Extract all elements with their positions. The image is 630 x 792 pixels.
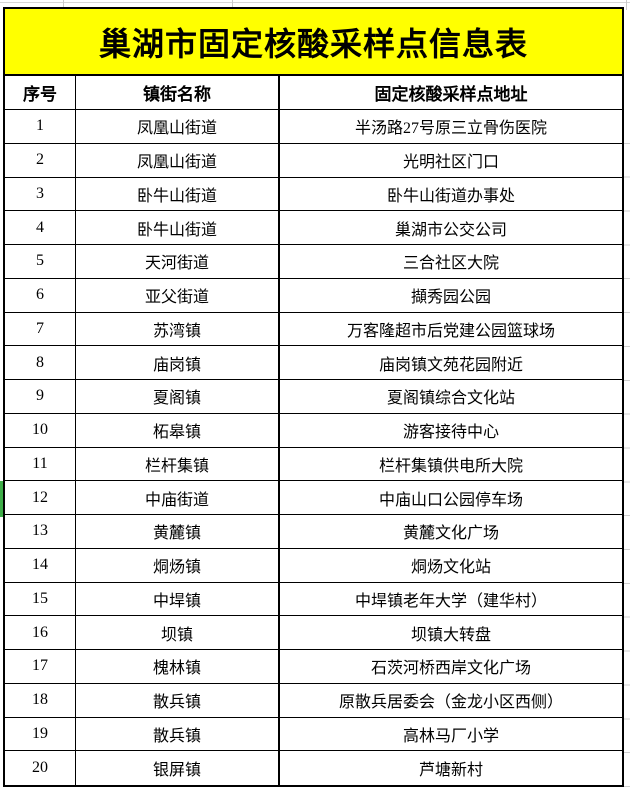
cell-address[interactable]: 原散兵居委会（金龙小区西侧）	[280, 684, 622, 718]
cell-address[interactable]: 万客隆超市后党建公园篮球场	[280, 313, 622, 347]
cell-address[interactable]: 坝镇大转盘	[280, 616, 622, 650]
gridline-tick	[232, 0, 233, 7]
cell-town[interactable]: 凤凰山街道	[76, 143, 280, 178]
cell-town[interactable]: 烔炀镇	[76, 548, 280, 583]
table-row: 9 夏阁镇 夏阁镇综合文化站	[5, 380, 622, 414]
cell-no[interactable]: 8	[5, 346, 76, 380]
cell-town[interactable]: 庙岗镇	[76, 346, 280, 380]
table-row: 16 坝镇 坝镇大转盘	[5, 616, 622, 650]
cell-no[interactable]: 5	[5, 245, 76, 279]
cell-town[interactable]: 凤凰山街道	[76, 110, 280, 144]
table-row: 19 散兵镇 高林马厂小学	[5, 717, 622, 752]
table-row: 1 凤凰山街道 半汤路27号原三立骨伤医院	[5, 110, 622, 144]
cell-address[interactable]: 黄麓文化广场	[280, 515, 622, 549]
table-row: 4 卧牛山街道 巢湖市公交公司	[5, 211, 622, 245]
cell-address[interactable]: 烔炀文化站	[280, 549, 622, 583]
cell-address[interactable]: 三合社区大院	[280, 245, 622, 279]
cell-no[interactable]: 1	[5, 110, 76, 144]
cell-town[interactable]: 苏湾镇	[76, 312, 280, 347]
cell-address[interactable]: 石茨河桥西岸文化广场	[280, 650, 622, 684]
cell-address[interactable]: 中垾镇老年大学（建华村）	[280, 583, 622, 617]
cell-no[interactable]: 3	[5, 177, 76, 212]
table-row: 3 卧牛山街道 卧牛山街道办事处	[5, 177, 622, 212]
column-header-address: 固定核酸采样点地址	[280, 76, 622, 110]
cell-no[interactable]: 10	[5, 413, 76, 448]
table-row: 2 凤凰山街道 光明社区门口	[5, 143, 622, 178]
table-row: 20 银屏镇 芦塘新村	[5, 751, 622, 785]
table-row: 14 烔炀镇 烔炀文化站	[5, 548, 622, 583]
cell-address[interactable]: 高林马厂小学	[280, 718, 622, 752]
cell-town[interactable]: 卧牛山街道	[76, 177, 280, 212]
active-row-indicator	[0, 481, 3, 517]
cell-no[interactable]: 16	[5, 616, 76, 650]
table-header-row: 序号 镇街名称 固定核酸采样点地址	[5, 76, 622, 110]
sampling-points-table: 巢湖市固定核酸采样点信息表 序号 镇街名称 固定核酸采样点地址 1 凤凰山街道 …	[3, 7, 624, 787]
gridline-tick	[626, 0, 627, 10]
cell-town[interactable]: 亚父街道	[76, 278, 280, 313]
table-row-active: 12 中庙街道 中庙山口公园停车场	[5, 481, 622, 515]
cell-no[interactable]: 13	[5, 515, 76, 549]
table-row: 17 槐林镇 石茨河桥西岸文化广场	[5, 650, 622, 684]
cell-town[interactable]: 散兵镇	[76, 683, 280, 718]
table-row: 11 栏杆集镇 栏杆集镇供电所大院	[5, 447, 622, 482]
cell-no[interactable]: 7	[5, 312, 76, 347]
table-row: 6 亚父街道 擷秀园公园	[5, 278, 622, 313]
cell-address[interactable]: 夏阁镇综合文化站	[280, 380, 622, 414]
cell-address[interactable]: 擷秀园公园	[280, 279, 622, 313]
table-row: 7 苏湾镇 万客隆超市后党建公园篮球场	[5, 312, 622, 347]
cell-town[interactable]: 中庙街道	[76, 481, 280, 515]
cell-no[interactable]: 14	[5, 548, 76, 583]
cell-address[interactable]: 卧牛山街道办事处	[280, 178, 622, 212]
cell-address[interactable]: 游客接待中心	[280, 414, 622, 448]
cell-town[interactable]: 散兵镇	[76, 717, 280, 752]
table-row: 10 柘皋镇 游客接待中心	[5, 413, 622, 448]
cell-town[interactable]: 柘皋镇	[76, 413, 280, 448]
cell-town[interactable]: 中垾镇	[76, 582, 280, 617]
cell-town[interactable]: 天河街道	[76, 245, 280, 279]
cell-no[interactable]: 20	[5, 751, 76, 785]
cell-no[interactable]: 4	[5, 211, 76, 245]
cell-town[interactable]: 黄麓镇	[76, 515, 280, 549]
cell-address[interactable]: 中庙山口公园停车场	[280, 481, 622, 515]
cell-no[interactable]: 12	[5, 481, 76, 515]
table-row: 15 中垾镇 中垾镇老年大学（建华村）	[5, 582, 622, 617]
cell-no[interactable]: 6	[5, 278, 76, 313]
gridline-stubs	[624, 110, 630, 788]
cell-town[interactable]: 卧牛山街道	[76, 211, 280, 245]
cell-town[interactable]: 坝镇	[76, 616, 280, 650]
cell-town[interactable]: 银屏镇	[76, 751, 280, 785]
cell-town[interactable]: 槐林镇	[76, 650, 280, 684]
cell-no[interactable]: 2	[5, 143, 76, 178]
cell-address[interactable]: 庙岗镇文苑花园附近	[280, 346, 622, 380]
gridline-horizontal	[0, 2, 630, 3]
table-body: 1 凤凰山街道 半汤路27号原三立骨伤医院 2 凤凰山街道 光明社区门口 3 卧…	[5, 110, 622, 785]
cell-address[interactable]: 芦塘新村	[418, 762, 483, 780]
table-title: 巢湖市固定核酸采样点信息表	[5, 9, 622, 76]
cell-address[interactable]: 光明社区门口	[280, 144, 622, 178]
table-row: 13 黄麓镇 黄麓文化广场	[5, 515, 622, 549]
table-row: 8 庙岗镇 庙岗镇文苑花园附近	[5, 346, 622, 380]
cell-no[interactable]: 17	[5, 650, 76, 684]
cell-address[interactable]: 半汤路27号原三立骨伤医院	[280, 110, 622, 144]
cell-no[interactable]: 11	[5, 447, 76, 482]
cell-no[interactable]: 9	[5, 380, 76, 414]
cell-town[interactable]: 栏杆集镇	[76, 447, 280, 482]
cell-no[interactable]: 15	[5, 582, 76, 617]
column-header-no: 序号	[5, 76, 76, 110]
cell-no[interactable]: 19	[5, 717, 76, 752]
cell-address[interactable]: 栏杆集镇供电所大院	[280, 448, 622, 482]
column-header-town: 镇街名称	[76, 76, 280, 110]
cell-no[interactable]: 18	[5, 683, 76, 718]
cell-address[interactable]: 巢湖市公交公司	[280, 211, 622, 245]
table-row: 5 天河街道 三合社区大院	[5, 245, 622, 279]
gridline-tick	[63, 0, 64, 7]
table-row: 18 散兵镇 原散兵居委会（金龙小区西侧）	[5, 683, 622, 718]
cell-town[interactable]: 夏阁镇	[76, 380, 280, 414]
